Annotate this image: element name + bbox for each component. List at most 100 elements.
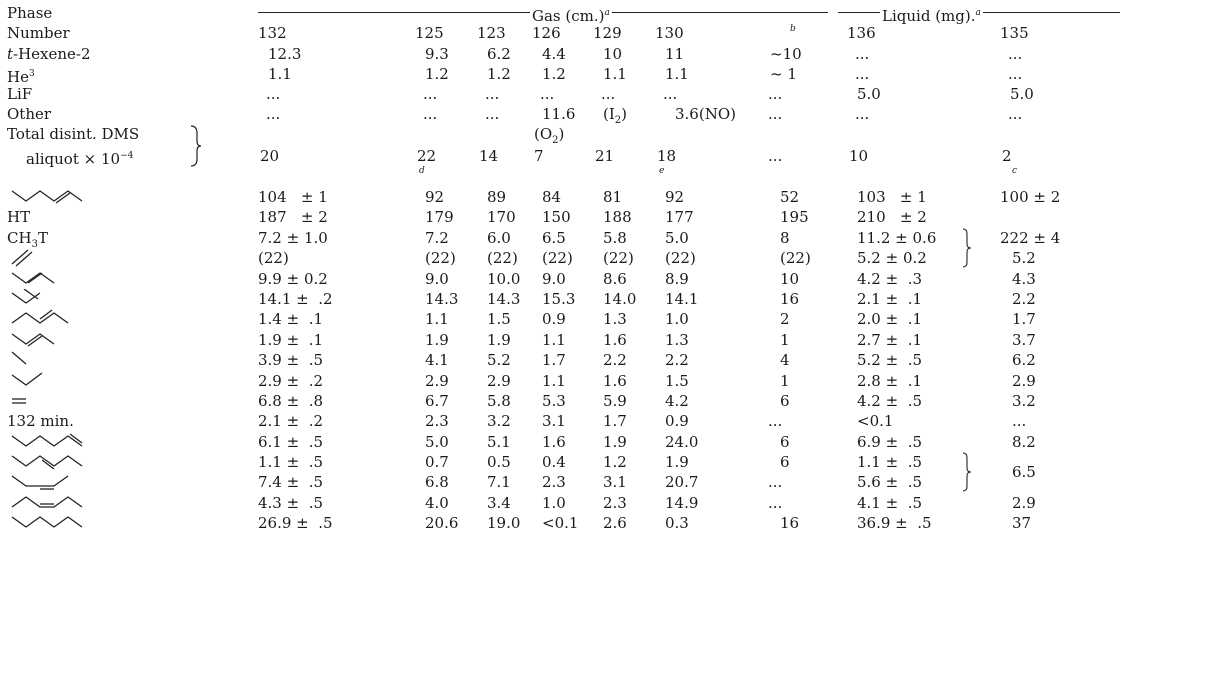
run-number-b: b [790,24,796,34]
product-value: 1.1 ± .5 [258,453,324,471]
product-row: 7.4 ± .5 6.8 7.1 2.3 3.1 20.7... 5.6 ± .5 [0,472,1231,492]
product-row: 1.4 ± .1 1.1 1.5 0.9 1.3 1.0 2 2.0 ± .1 1.7 [0,309,1231,329]
product-value: 14.0 [603,290,637,308]
product-value: 2.0 ± .1 [857,310,923,328]
product-value: 4 [780,351,790,369]
product-value: 195 [780,208,809,226]
run-number-135: 135 [1000,24,1029,42]
product-value: 1.7 [603,412,627,430]
product-value: 19.0 [487,514,521,532]
gas-phase-header: Gas (cm.)a [530,3,612,26]
product-value: 2.9 ± .2 [258,372,324,390]
product-value: 14.1 [665,290,699,308]
liquid-phase-label: Liquid (mg). [882,7,976,25]
product-row: 14.1 ± .2 14.3 14.3 15.3 14.0 14.1 16 2.1 ± .1 2… [0,289,1231,309]
liquid-phase-header: Liquid (mg).a [880,3,983,26]
product-value: 5.2 ± 0.2 [857,249,927,267]
total-disint-value: 14 [479,147,499,165]
composition-value: ... [768,105,783,123]
product-value: 1.5 [665,372,689,390]
cis-hexene-3-skeletal-icon [10,493,90,513]
product-value: 5.1 [487,433,511,451]
product-value: 1.9 ± .1 [258,331,324,349]
total-disint-value: 21 [595,147,615,165]
product-value: 10 [780,270,800,288]
total-disint-value: 20 [260,147,280,165]
composition-value: 12.3 [268,45,302,63]
other-note-row: (O2) [0,124,1231,146]
product-value: 6.5 [542,229,566,247]
composition-value: ... [855,45,870,63]
product-value: 2.9 [1012,494,1036,512]
double-bond-icon [10,391,90,411]
product-value: 1.1 [542,331,566,349]
product-row: CH3T 7.2 ± 1.0 7.2 6.0 6.5 5.8 5.0 8 11.2 ± 0.6 2… [0,228,1231,250]
composition-value: 10 [603,45,623,63]
product-value: 92 [665,188,685,206]
composition-value: 1.1 [268,65,292,83]
ethylene-skeletal-icon [10,248,90,268]
product-value: 2.9 [487,372,511,390]
product-value: 37 [1012,514,1032,532]
composition-value: 5.0 [1010,85,1034,103]
product-value: 2.9 [425,372,449,390]
product-value: 179 [425,208,454,226]
product-value: <0.1 [857,412,894,430]
product-value: 92 [425,188,445,206]
product-label: CH3T [7,229,48,250]
product-value: 1.1 [542,372,566,390]
composition-value: ... [423,105,438,123]
product-value: 0.7 [425,453,449,471]
product-value: 0.9 [665,412,689,430]
total-disint-value: 2 [1002,147,1012,165]
product-value: 5.2 [1012,249,1036,267]
composition-value: ~ 1 [770,65,797,83]
product-row: 1.1 ± .5 0.7 0.5 0.4 1.2 1.9 6 1.1 ± .5 [0,452,1231,472]
product-value: ... [768,494,783,512]
composition-value: 11 [665,45,685,63]
product-value: 16 [780,514,800,532]
product-value: 11.2 ± 0.6 [857,229,937,247]
total-label-line2: aliquot × 10−4 [26,150,134,168]
product-value: 7.1 [487,473,511,491]
composition-value: 3.6(NO) [675,105,736,123]
product-value: 7.2 [425,229,449,247]
run-number-130: 130 [655,24,684,42]
run-number-123: 123 [477,24,506,42]
footnote-mark: c [1012,166,1018,176]
product-value: 7.2 ± 1.0 [258,229,328,247]
pentene-skeletal-icon [10,330,90,350]
product-value: 4.0 [425,494,449,512]
product-value: 2.8 ± .1 [857,372,923,390]
product-row: 6.1 ± .5 5.0 5.1 1.6 1.9 24.0 6 6.9 ± .5 8.2 [0,432,1231,452]
composition-row: t-Hexene-2 12.3 9.3 6.2 4.4 10 11 ~10...... [0,44,1231,64]
product-value: 2.6 [603,514,627,532]
product-value: 2.9 [1012,372,1036,390]
product-value: 1.6 [603,372,627,390]
product-value: 103 ± 1 [857,188,927,206]
product-row: (22) (22) (22) (22) (22) (22) (22) 5.2 ± 0.2 5.2 [0,248,1231,268]
footnote-mark: e [659,166,665,176]
product-value: 3.9 ± .5 [258,351,324,369]
product-value: 24.0 [665,433,699,451]
pentadiene-skeletal-icon [10,309,90,329]
product-value: 16 [780,290,800,308]
phase-label: Phase [7,4,53,22]
composition-label: t-Hexene-2 [7,45,91,63]
composition-row: He3 1.1 1.2 1.2 1.2 1.1 1.1 ~ 1...... [0,64,1231,86]
run-number-136: 136 [847,24,876,42]
product-value: 8 [780,229,790,247]
product-value: ... [768,473,783,491]
product-value: (22) [258,249,289,267]
product-value: 9.0 [425,270,449,288]
butene-1-skeletal-icon [10,269,90,289]
footnote-mark: d [419,166,425,176]
composition-value: 9.3 [425,45,449,63]
composition-value: ... [266,105,281,123]
product-value: 2.1 ± .2 [258,412,324,430]
product-value: 2 [780,310,790,328]
product-value: (22) [665,249,696,267]
product-value: 5.2 ± .5 [857,351,923,369]
product-row: 26.9 ± .5 20.6 19.0 <0.1 2.6 0.3 16 36.9 ± .5 37 [0,513,1231,533]
product-value: 1.2 [603,453,627,471]
